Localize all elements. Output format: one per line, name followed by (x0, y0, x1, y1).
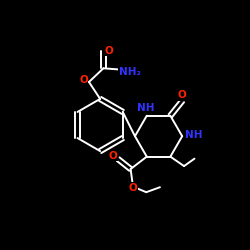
Text: O: O (178, 90, 187, 100)
Text: O: O (108, 151, 117, 161)
Text: NH: NH (185, 130, 203, 140)
Text: NH: NH (137, 102, 154, 113)
Text: O: O (79, 74, 88, 85)
Text: O: O (129, 183, 138, 193)
Text: O: O (104, 46, 113, 56)
Text: NH₂: NH₂ (119, 67, 141, 77)
